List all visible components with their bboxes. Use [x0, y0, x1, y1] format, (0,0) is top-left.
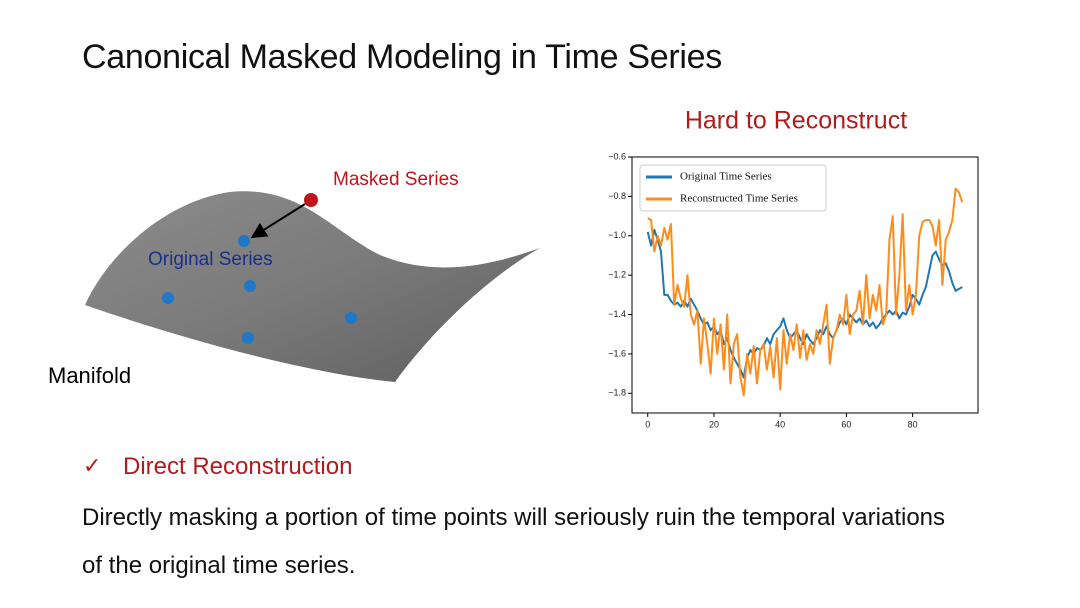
legend-label: Original Time Series — [680, 171, 772, 183]
chart: −0.6 −0.8 −1.0 −1.2 −1.4 −1.6 −1.8 0 20 40 60 80 Ori… — [608, 151, 979, 429]
slide-title: Canonical Masked Modeling in Time Series — [82, 38, 722, 76]
manifold-surface — [85, 191, 540, 382]
point — [244, 280, 256, 292]
chart-title: Hard to Reconstruct — [685, 107, 907, 135]
original-label: Original Series — [148, 249, 273, 270]
legend-box — [639, 164, 827, 212]
body-text: Directly masking a portion of time point… — [82, 504, 946, 579]
point — [242, 332, 254, 344]
arrow — [250, 203, 306, 239]
legend-label: Reconstructed Time Series — [680, 193, 798, 205]
y-tick-label: −0.6 — [608, 151, 626, 161]
plot-frame — [631, 156, 979, 414]
point — [162, 292, 174, 304]
x-tick-label: 20 — [709, 419, 719, 429]
manifold-label: Manifold — [48, 363, 131, 388]
x-tick-label: 40 — [775, 419, 785, 429]
masked-point — [304, 193, 318, 207]
series-line — [647, 187, 964, 397]
point — [345, 312, 357, 324]
bullet-heading: Direct Reconstruction — [123, 453, 353, 480]
y-tick-label: −1.4 — [608, 309, 626, 319]
y-tick-label: −0.8 — [608, 191, 626, 201]
y-tick-label: −1.6 — [608, 348, 626, 358]
x-tick-label: 60 — [841, 419, 851, 429]
x-tick-label: 80 — [908, 419, 918, 429]
x-tick-label: 0 — [645, 419, 650, 429]
check-mark: ✓ — [83, 454, 102, 479]
point — [238, 235, 250, 247]
masked-label: Masked Series — [333, 169, 459, 190]
y-tick-label: −1.0 — [608, 230, 626, 240]
y-tick-label: −1.2 — [608, 270, 626, 280]
y-tick-label: −1.8 — [608, 388, 626, 398]
